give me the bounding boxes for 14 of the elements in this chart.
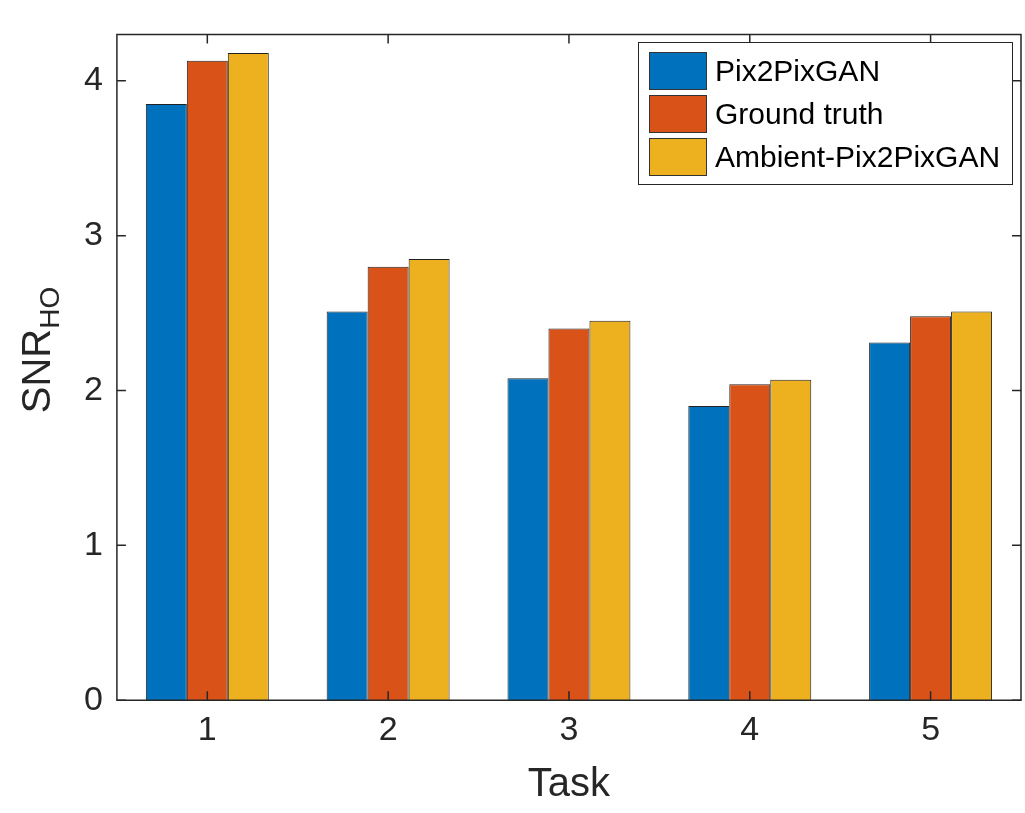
legend-label: Ambient-Pix2PixGAN [715,139,1001,174]
x-tick-label: 5 [921,708,941,747]
x-tick-label: 2 [378,708,398,747]
x-tick-label: 1 [197,708,217,747]
legend-label: Pix2PixGAN [715,53,881,88]
y-tick-label: 2 [83,368,103,407]
x-tick-label: 3 [559,708,579,747]
y-tick-label: 0 [83,678,103,717]
y-tick-label: 3 [83,214,103,253]
legend-label: Ground truth [715,96,884,131]
y-tick-label: 1 [83,523,103,562]
x-axis-title: Task [527,760,612,805]
y-tick-label: 4 [83,59,103,98]
x-tick-label: 4 [740,708,760,747]
